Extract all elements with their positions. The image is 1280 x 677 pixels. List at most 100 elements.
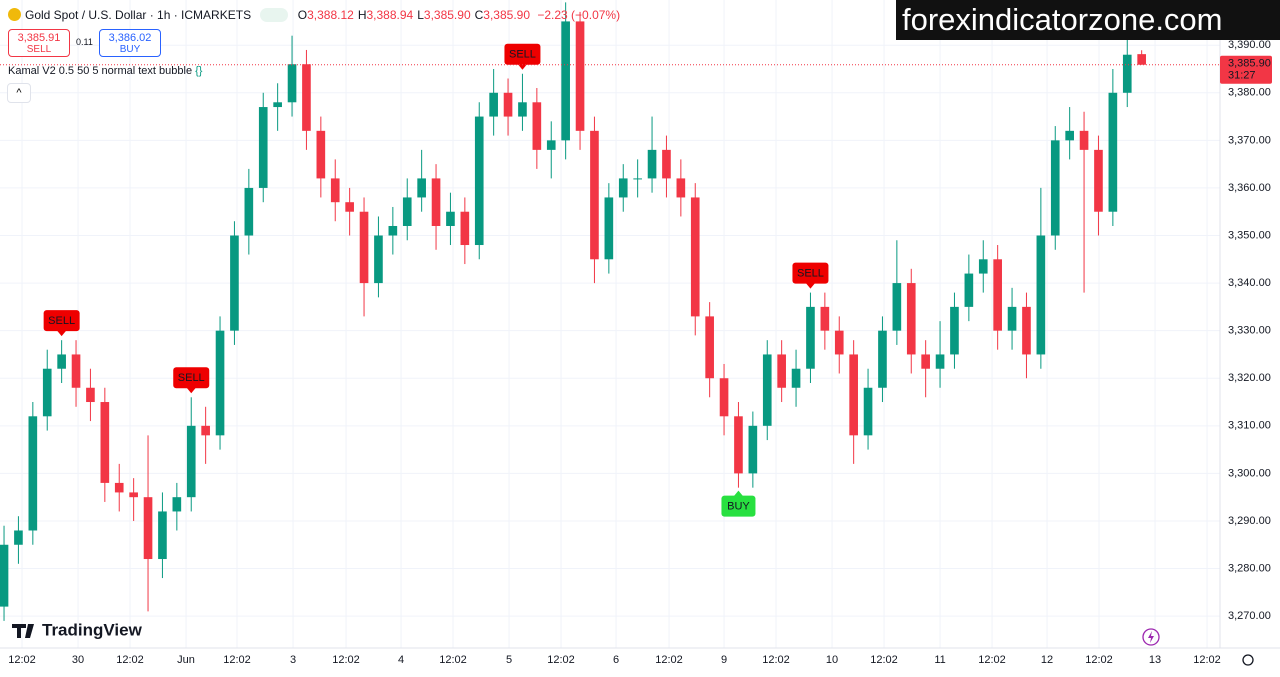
x-tick-label: 9 [721,654,727,666]
indicator-icon: {} [195,65,203,77]
candle-body [561,21,570,141]
countdown: 31:27 [1228,70,1256,82]
y-tick-label: 3,280.00 [1228,562,1271,574]
candle-body [1065,130,1074,141]
ohlc-key: H [357,8,367,22]
candle-body [14,530,23,545]
ohlc-key: C [474,8,484,22]
candle-body [460,211,470,246]
candle-body [878,330,887,388]
status-badge[interactable] [260,8,289,22]
indicator-label[interactable]: Kamal V2 0.5 50 5 normal text bubble {} [8,65,202,77]
candle-body [604,197,614,260]
y-tick-label: 3,310.00 [1228,420,1271,432]
x-tick-label: 13 [1149,654,1161,666]
candle-body [546,140,556,150]
candle-body [417,178,426,198]
buy-button[interactable]: 3,386.02 BUY [99,29,161,57]
candle-body [330,178,340,203]
candle-body [906,283,916,355]
candle-body [978,259,988,274]
collapse-button[interactable]: ^ [7,83,31,103]
signal-pointer [186,387,197,394]
y-tick-label: 3,390.00 [1228,39,1271,51]
signal-pointer [805,282,816,289]
candle-body [518,102,527,117]
candle-body [1050,140,1060,236]
x-tick-label: 12:02 [116,654,144,666]
x-tick-label: 12:02 [1193,654,1221,666]
candle-body [993,259,1002,331]
settings-icon[interactable] [1242,654,1254,666]
logo-text: TradingView [42,620,143,639]
candle-body [1108,92,1118,212]
x-tick-label: 12:02 [655,654,683,666]
x-tick-label: 10 [826,654,838,666]
candle-body [474,116,484,246]
signal-bubble [721,495,756,517]
candle-body [316,130,326,179]
candle-body [964,273,974,307]
candle-body [359,211,369,284]
x-tick-label: 5 [506,654,512,666]
candle-body [705,316,714,379]
sell-label: SELL [26,44,52,55]
candle-body [806,306,815,369]
signal-label: SELL [178,372,205,384]
x-tick-label: 12:02 [1085,654,1113,666]
signal-bubble [43,310,80,332]
candle-body [287,64,297,103]
candle-body [215,330,225,436]
candle-body [633,178,642,180]
candle-body [791,368,801,388]
x-tick-label: 12:02 [8,654,36,666]
candle-body [1079,130,1089,150]
candle-body [892,283,902,331]
candle-body [863,387,873,436]
candle-body [86,387,95,403]
candle-body [935,354,945,369]
candle-body [143,497,153,560]
candle-body [28,416,38,531]
x-tick-label: 12:02 [870,654,898,666]
candle-body [662,149,671,179]
ohlc-key: L [417,8,424,22]
candle-body [834,330,844,355]
x-tick-label: 6 [613,654,619,666]
ohlc-value: 3,385.90 [483,8,531,22]
y-tick-label: 3,350.00 [1228,229,1271,241]
ohlc-value: 3,388.94 [366,8,414,22]
candle-body [503,92,513,117]
candle-body [618,178,628,198]
y-tick-label: 3,270.00 [1228,610,1271,622]
symbol-title[interactable]: Gold Spot / U.S. Dollar · 1h · ICMARKETS [25,8,252,22]
x-tick-label: 12:02 [223,654,251,666]
x-tick-label: 12:02 [332,654,360,666]
candle-body [273,102,282,108]
alert-bolt [1148,631,1154,643]
candle-body [258,107,268,188]
x-tick-label: 12 [1041,654,1053,666]
candle-body [734,416,743,474]
y-tick-label: 3,340.00 [1228,277,1271,289]
signal-bubble [792,262,829,284]
candle-body [129,492,138,498]
candle-body [575,21,585,131]
buy-label: BUY [119,44,141,55]
candle-body [1022,306,1031,355]
signal-label: BUY [727,501,750,513]
signal-label: SELL [48,315,75,327]
symbol-icon [8,8,21,21]
candle-body [71,354,81,388]
alert-icon[interactable] [1142,628,1160,646]
buy-price: 3,386.02 [108,32,152,44]
sell-price: 3,385.91 [17,32,61,44]
spread: 0.11 [76,37,93,47]
candle-body [748,425,758,474]
y-tick-label: 3,300.00 [1228,467,1271,479]
candle-body [777,354,786,388]
x-tick-label: 12:02 [978,654,1006,666]
candle-body [849,354,858,436]
last-price-tag [1220,55,1272,84]
sell-button[interactable]: 3,385.91 SELL [8,29,70,57]
